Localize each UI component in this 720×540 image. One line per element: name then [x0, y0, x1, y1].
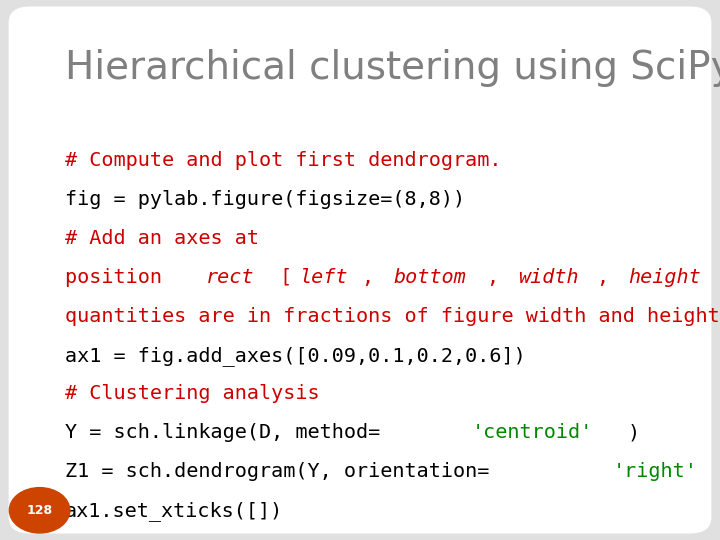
Text: Z1 = sch.dendrogram(Y, orientation=: Z1 = sch.dendrogram(Y, orientation=: [65, 462, 489, 481]
Text: quantities are in fractions of figure width and height.: quantities are in fractions of figure wi…: [65, 307, 720, 326]
Text: # Compute and plot first dendrogram.: # Compute and plot first dendrogram.: [65, 151, 501, 170]
Text: ax1 = fig.add_axes([0.09,0.1,0.2,0.6]): ax1 = fig.add_axes([0.09,0.1,0.2,0.6]): [65, 346, 526, 366]
Text: 'right': 'right': [613, 462, 697, 481]
Circle shape: [9, 488, 70, 533]
Text: left: left: [300, 268, 348, 287]
Text: ,: ,: [487, 268, 511, 287]
Text: position: position: [65, 268, 174, 287]
Text: fig = pylab.figure(figsize=(8,8)): fig = pylab.figure(figsize=(8,8)): [65, 190, 465, 209]
Text: rect: rect: [206, 268, 254, 287]
Text: ): ): [628, 423, 640, 442]
Text: Y = sch.linkage(D, method=: Y = sch.linkage(D, method=: [65, 423, 380, 442]
Text: ,: ,: [362, 268, 387, 287]
Text: width: width: [518, 268, 579, 287]
Text: 'centroid': 'centroid': [472, 423, 593, 442]
Text: # Add an axes at: # Add an axes at: [65, 229, 258, 248]
Text: bottom: bottom: [393, 268, 466, 287]
Text: ax1.set_xticks([]): ax1.set_xticks([]): [65, 501, 283, 521]
Text: Hierarchical clustering using SciPy: Hierarchical clustering using SciPy: [65, 49, 720, 86]
Text: height: height: [628, 268, 701, 287]
Text: 128: 128: [27, 504, 53, 517]
Text: # Clustering analysis: # Clustering analysis: [65, 384, 320, 403]
Text: [: [: [268, 268, 292, 287]
Text: ,: ,: [597, 268, 621, 287]
